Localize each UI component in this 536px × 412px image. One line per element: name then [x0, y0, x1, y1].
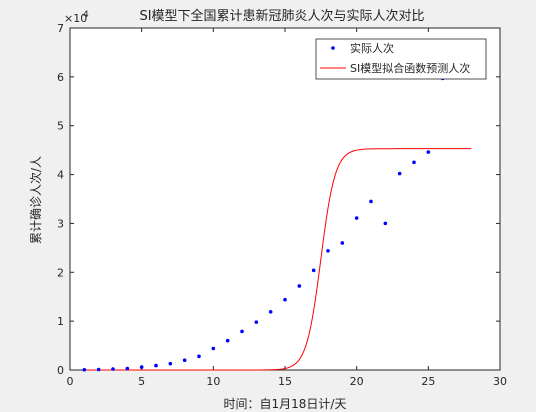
- y-axis-label: 累计确诊人次/人: [29, 156, 43, 244]
- x-tick-label: 20: [350, 375, 364, 388]
- y-tick-label: 2: [57, 266, 64, 279]
- x-tick-label: 15: [278, 375, 292, 388]
- y-tick-label: 0: [57, 364, 64, 377]
- data-point: [311, 268, 316, 273]
- data-point: [297, 284, 302, 288]
- x-tick-label: 30: [493, 375, 507, 388]
- legend-label-model: SI模型拟合函数预测人次: [350, 61, 470, 75]
- x-tick-label: 5: [138, 375, 145, 388]
- y-exponent-base: ×10: [64, 12, 87, 25]
- y-tick-label: 4: [57, 169, 64, 182]
- x-axis-label: 时间：自1月18日计/天: [224, 397, 347, 411]
- model-curve: [84, 148, 472, 371]
- data-point: [412, 160, 416, 165]
- x-axis-ticks: 0 5 10 15 20 25 30: [67, 28, 507, 388]
- data-point: [426, 150, 431, 154]
- data-point: [254, 320, 259, 324]
- y-axis-ticks: 0 1 2 3 4 5 6 7: [57, 22, 500, 377]
- plot-area: [69, 27, 501, 371]
- data-point: [82, 367, 87, 372]
- data-point: [354, 216, 359, 220]
- data-point: [125, 366, 130, 371]
- legend-label-actual: 实际人次: [350, 41, 394, 55]
- data-point: [369, 199, 373, 204]
- data-point: [139, 365, 144, 369]
- x-tick-label: 25: [421, 375, 435, 388]
- data-point: [268, 310, 273, 314]
- legend-marker-actual: [331, 46, 335, 50]
- y-tick-label: 1: [57, 315, 64, 328]
- data-point: [240, 329, 244, 334]
- x-tick-label: 10: [206, 375, 220, 388]
- y-exponent: ×10 4: [64, 10, 89, 25]
- data-point: [397, 171, 402, 176]
- data-point: [340, 241, 345, 245]
- data-point: [96, 367, 101, 372]
- y-tick-label: 5: [57, 120, 64, 133]
- data-point: [211, 346, 216, 351]
- y-tick-label: 3: [57, 217, 64, 230]
- y-tick-label: 6: [57, 71, 64, 84]
- x-tick-label: 0: [67, 375, 74, 388]
- data-point: [197, 354, 201, 359]
- data-point: [168, 361, 173, 366]
- data-point: [111, 367, 115, 371]
- data-point: [326, 248, 330, 253]
- data-point: [154, 363, 158, 368]
- data-point: [225, 338, 230, 343]
- data-point: [383, 221, 388, 226]
- chart-title: SI模型下全国累计患新冠肺炎人次与实际人次对比: [139, 8, 424, 24]
- y-exponent-power: 4: [83, 10, 89, 20]
- y-tick-label: 7: [57, 22, 64, 35]
- data-point: [283, 297, 287, 302]
- data-point: [182, 358, 187, 363]
- legend-box: [315, 38, 487, 80]
- legend: 实际人次 SI模型拟合函数预测人次: [315, 38, 487, 80]
